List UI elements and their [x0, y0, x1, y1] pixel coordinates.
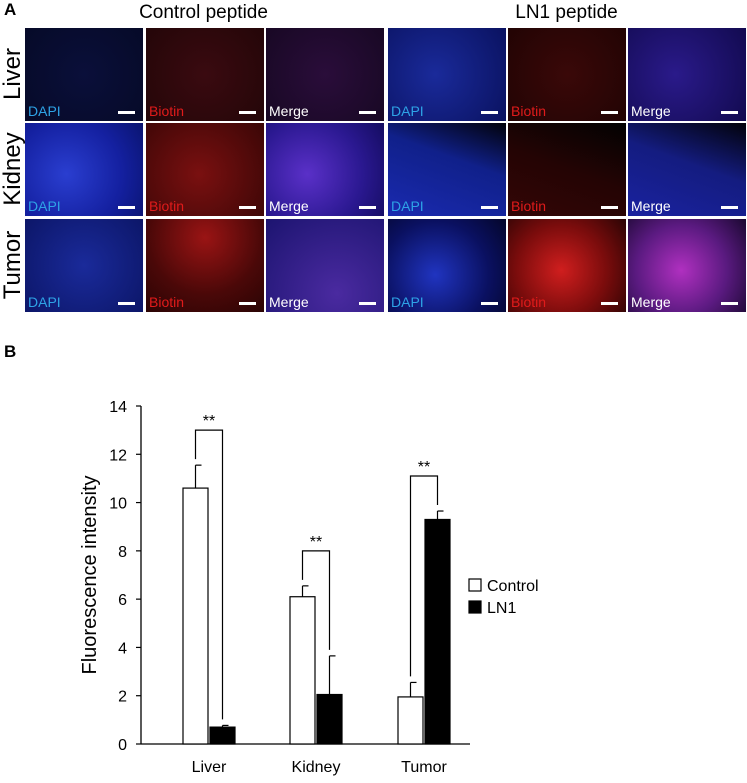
- bar-tumor-ln1: [424, 518, 451, 745]
- y-tick-label: 10: [109, 496, 127, 513]
- row-label-liver: Liver: [0, 47, 26, 101]
- y-tick-label: 0: [118, 737, 127, 754]
- micrograph-liver-ln1-biotin: Biotin: [508, 28, 626, 121]
- scale-bar: [481, 302, 498, 305]
- panel-b-letter: B: [4, 342, 17, 361]
- scale-bar: [359, 111, 376, 114]
- micrograph-liver-ln1-dapi: DAPI: [388, 28, 506, 121]
- scale-bar: [118, 302, 135, 305]
- micrograph-tumor-ln1-merge: Merge: [628, 219, 746, 312]
- bar-chart: 0 2 4 6 8 10 12 14 Fluorescence intensity Liver Ki…: [79, 399, 539, 776]
- scale-bar: [118, 206, 135, 209]
- micrograph-tumor-control-merge: Merge: [266, 219, 384, 312]
- micrograph-kidney-ln1-biotin: Biotin: [508, 123, 626, 216]
- channel-label-merge: Merge: [631, 198, 671, 214]
- y-tick-label: 4: [118, 640, 127, 657]
- micrograph-kidney-ln1-merge: Merge: [628, 123, 746, 216]
- channel-label-dapi: DAPI: [28, 294, 61, 310]
- significance-marker: **: [310, 534, 322, 551]
- micrograph-liver-control-dapi: DAPI: [25, 28, 143, 121]
- x-tick-label-liver: Liver: [192, 759, 227, 776]
- y-tick-label: 14: [109, 399, 127, 416]
- channel-label-biotin: Biotin: [511, 198, 547, 214]
- channel-label-merge: Merge: [269, 198, 309, 214]
- channel-label-biotin: Biotin: [149, 294, 185, 310]
- legend-swatch-ln1: [468, 600, 482, 614]
- scale-bar: [721, 302, 738, 305]
- bar-kidney-ln1: [316, 693, 343, 745]
- group-title-control: Control peptide: [139, 2, 268, 23]
- channel-label-biotin: Biotin: [149, 198, 185, 214]
- y-tick-label: 8: [118, 544, 127, 561]
- channel-label-merge: Merge: [269, 294, 309, 310]
- scale-bar: [481, 111, 498, 114]
- significance-bracket: [301, 550, 331, 650]
- scale-bar: [239, 302, 256, 305]
- x-tick-label-tumor: Tumor: [401, 759, 447, 776]
- y-tick-label: 2: [118, 689, 127, 706]
- row-label-kidney: Kidney: [0, 132, 26, 206]
- micrograph-liver-ln1-merge: Merge: [628, 28, 746, 121]
- y-axis-label: Fluorescence intensity: [79, 476, 101, 675]
- micrograph-kidney-ln1-dapi: DAPI: [388, 123, 506, 216]
- scale-bar: [601, 302, 618, 305]
- scale-bar: [239, 206, 256, 209]
- bar-liver-control: [182, 487, 209, 745]
- x-tick-label-kidney: Kidney: [292, 759, 341, 776]
- scale-bar: [359, 206, 376, 209]
- micrograph-liver-control-biotin: Biotin: [146, 28, 264, 121]
- channel-label-dapi: DAPI: [28, 103, 61, 119]
- scale-bar: [601, 206, 618, 209]
- group-title-ln1: LN1 peptide: [515, 2, 618, 23]
- scale-bar: [359, 302, 376, 305]
- y-tick-label: 6: [118, 592, 127, 609]
- channel-label-dapi: DAPI: [28, 198, 61, 214]
- scale-bar: [118, 111, 135, 114]
- micrograph-tumor-control-dapi: DAPI: [25, 219, 143, 312]
- micrograph-kidney-control-merge: Merge: [266, 123, 384, 216]
- scale-bar: [239, 111, 256, 114]
- significance-marker: **: [418, 459, 430, 476]
- y-tick-label: 12: [109, 447, 127, 464]
- panel-a-letter: A: [4, 0, 17, 19]
- significance-marker: **: [203, 413, 215, 430]
- scale-bar: [721, 111, 738, 114]
- legend-label-control: Control: [487, 578, 539, 595]
- bar-kidney-control: [289, 596, 316, 745]
- channel-label-merge: Merge: [631, 294, 671, 310]
- channel-label-merge: Merge: [269, 103, 309, 119]
- channel-label-biotin: Biotin: [511, 103, 547, 119]
- row-label-tumor: Tumor: [0, 230, 26, 300]
- channel-label-dapi: DAPI: [391, 198, 424, 214]
- micrograph-kidney-control-dapi: DAPI: [25, 123, 143, 216]
- scale-bar: [721, 206, 738, 209]
- channel-label-dapi: DAPI: [391, 294, 424, 310]
- bar-liver-ln1: [209, 726, 236, 745]
- channel-label-dapi: DAPI: [391, 103, 424, 119]
- bar-tumor-control: [397, 696, 424, 745]
- legend-swatch-control: [468, 578, 482, 592]
- channel-label-biotin: Biotin: [149, 103, 185, 119]
- legend-label-ln1: LN1: [487, 600, 516, 617]
- scale-bar: [601, 111, 618, 114]
- micrograph-tumor-control-biotin: Biotin: [146, 219, 264, 312]
- channel-label-biotin: Biotin: [511, 294, 547, 310]
- micrograph-tumor-ln1-biotin: Biotin: [508, 219, 626, 312]
- significance-bracket: [194, 429, 224, 720]
- channel-label-merge: Merge: [631, 103, 671, 119]
- micrograph-liver-control-merge: Merge: [266, 28, 384, 121]
- scale-bar: [481, 206, 498, 209]
- micrograph-tumor-ln1-dapi: DAPI: [388, 219, 506, 312]
- micrograph-kidney-control-biotin: Biotin: [146, 123, 264, 216]
- significance-bracket: [409, 475, 439, 677]
